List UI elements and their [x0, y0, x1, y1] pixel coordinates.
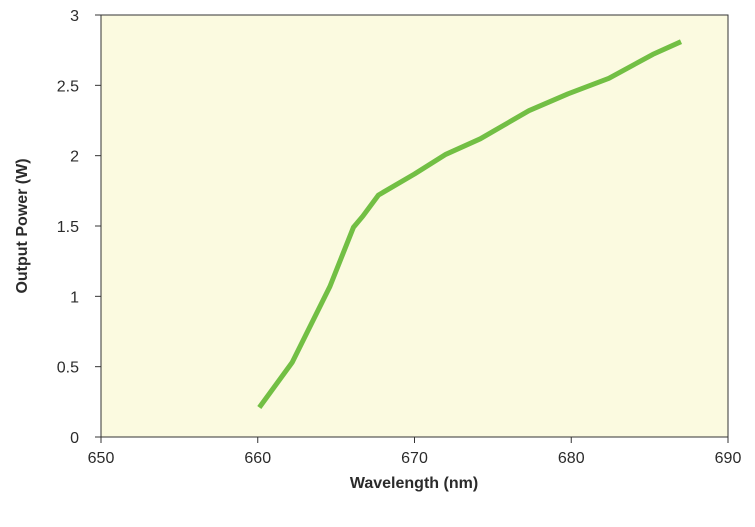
plot-area	[100, 14, 729, 438]
x-tick-label: 660	[244, 450, 271, 467]
y-tick-label: 1	[70, 289, 79, 306]
x-axis-title: Wavelength (nm)	[350, 475, 478, 492]
y-axis-title: Output Power (W)	[14, 158, 31, 293]
y-tick-label: 3	[70, 8, 79, 25]
y-tick-label: 0	[70, 430, 79, 447]
x-axis-ticks: 650 660 670 680 690	[88, 437, 742, 467]
y-axis-ticks: 0 0.5 1 1.5 2 2.5 3	[57, 8, 101, 447]
y-tick-label: 2.5	[57, 78, 79, 95]
series-line	[257, 39, 683, 409]
series-lines	[257, 39, 683, 409]
y-tick-label: 1.5	[57, 219, 79, 236]
y-tick-label: 0.5	[57, 360, 79, 377]
x-tick-label: 680	[558, 450, 585, 467]
y-tick-label: 2	[70, 149, 79, 166]
x-tick-label: 670	[401, 450, 428, 467]
x-tick-label: 650	[88, 450, 115, 467]
x-tick-label: 690	[715, 450, 742, 467]
